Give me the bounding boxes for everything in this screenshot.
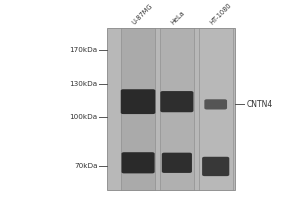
- Text: U-87MG: U-87MG: [131, 3, 154, 26]
- Text: CNTN4: CNTN4: [247, 100, 273, 109]
- Text: 100kDa: 100kDa: [70, 114, 98, 120]
- FancyBboxPatch shape: [162, 153, 192, 173]
- FancyBboxPatch shape: [204, 99, 227, 109]
- FancyBboxPatch shape: [122, 152, 154, 173]
- FancyBboxPatch shape: [160, 91, 194, 112]
- Text: 170kDa: 170kDa: [70, 47, 98, 53]
- FancyBboxPatch shape: [202, 157, 229, 176]
- Bar: [107, 28, 235, 190]
- Text: HeLa: HeLa: [169, 10, 186, 26]
- Text: HT-1080: HT-1080: [208, 2, 232, 26]
- Bar: [160, 28, 194, 190]
- Text: 70kDa: 70kDa: [74, 163, 98, 169]
- FancyBboxPatch shape: [121, 89, 155, 114]
- Bar: [121, 28, 155, 190]
- Bar: [199, 28, 233, 190]
- Text: 130kDa: 130kDa: [70, 81, 98, 87]
